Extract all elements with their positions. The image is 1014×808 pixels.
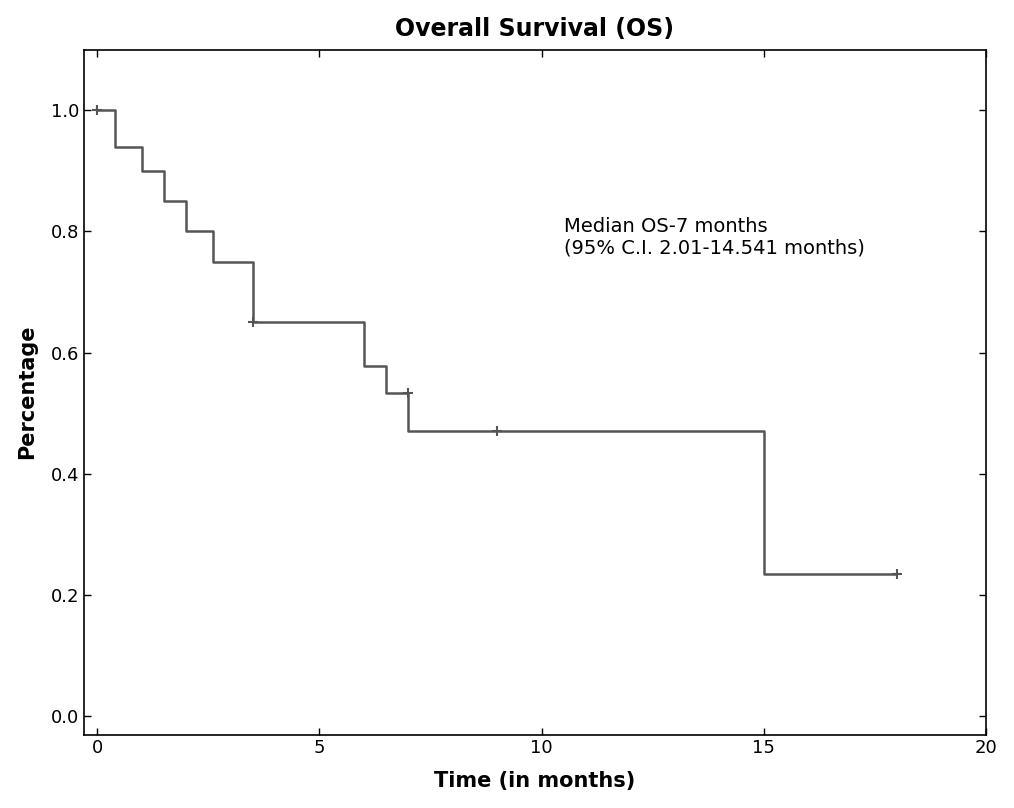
Text: Median OS-7 months
(95% C.I. 2.01-14.541 months): Median OS-7 months (95% C.I. 2.01-14.541…	[564, 217, 865, 258]
Title: Overall Survival (OS): Overall Survival (OS)	[395, 17, 674, 40]
Y-axis label: Percentage: Percentage	[16, 325, 37, 459]
X-axis label: Time (in months): Time (in months)	[434, 772, 636, 791]
